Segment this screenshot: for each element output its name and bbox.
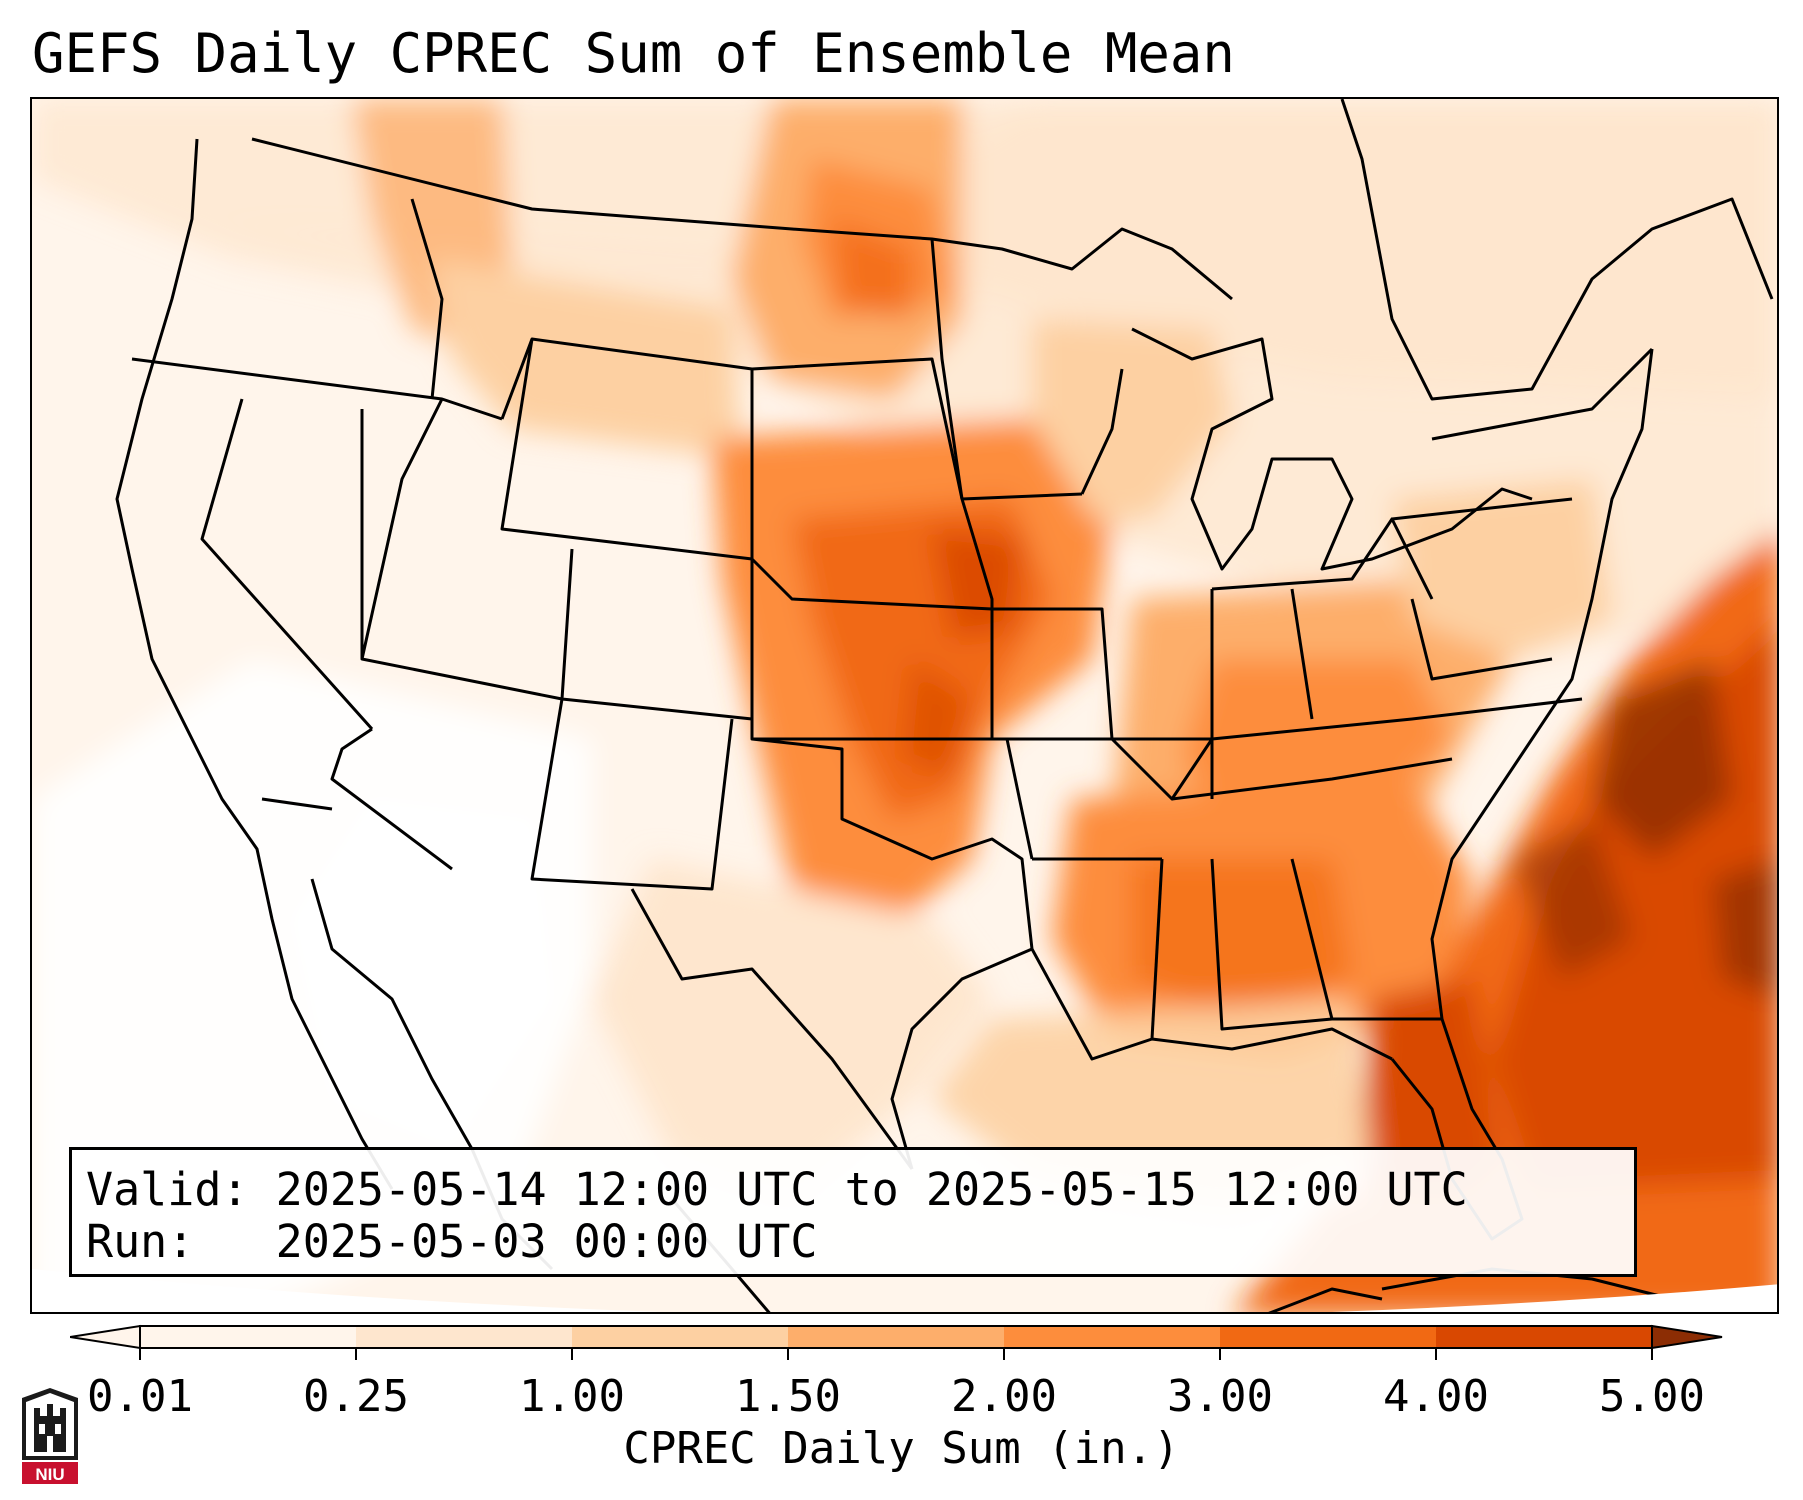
colorbar-tick-label: 3.00 (1167, 1371, 1273, 1422)
map-title: GEFS Daily CPREC Sum of Ensemble Mean (32, 22, 1235, 85)
precip-map: Valid: 2025-05-14 12:00 UTC to 2025-05-1… (30, 97, 1779, 1314)
map-svg (32, 99, 1777, 1312)
colorbar-label: CPREC Daily Sum (in.) (623, 1423, 1180, 1474)
colorbar (70, 1324, 1723, 1360)
colorbar-tick-label: 5.00 (1599, 1371, 1705, 1422)
us-canada-border (251, 137, 1233, 301)
niu-castle-icon: NIU (22, 1388, 78, 1484)
colorbar-tick-label: 1.50 (735, 1371, 841, 1422)
colorbar-extend-low (70, 1324, 141, 1350)
great-lakes (1131, 327, 1533, 571)
valid-time-line: Valid: 2025-05-14 12:00 UTC to 2025-05-1… (86, 1163, 1468, 1216)
colorbar-tick-label: 0.25 (303, 1371, 409, 1422)
logo-text: NIU (35, 1465, 64, 1484)
colorbar-tick-label: 1.00 (519, 1371, 625, 1422)
colorbar-tick-label: 2.00 (951, 1371, 1057, 1422)
colorbar-segment (572, 1326, 788, 1348)
colorbar-segment (1220, 1326, 1436, 1348)
run-time-line: Run: 2025-05-03 00:00 UTC (86, 1215, 818, 1268)
colorbar-tick-label: 0.01 (87, 1371, 193, 1422)
colorbar-segment (1004, 1326, 1220, 1348)
colorbar-extend-high (1651, 1324, 1723, 1350)
colorbar-tick-label: 4.00 (1383, 1371, 1489, 1422)
colorbar-segment (788, 1326, 1004, 1348)
colorbar-segments (70, 1324, 1723, 1350)
colorbar-ticks (139, 1348, 1653, 1360)
colorbar-segment (356, 1326, 572, 1348)
canada-east-border (1340, 99, 1774, 401)
colorbar-segment (140, 1326, 356, 1348)
southwest-dry-area (292, 799, 552, 1149)
colorbar-outline (139, 1325, 1653, 1349)
colorbar-segment (1436, 1326, 1652, 1348)
valid-info-box: Valid: 2025-05-14 12:00 UTC to 2025-05-1… (69, 1147, 1637, 1277)
west-coastline (115, 138, 394, 1190)
projection-edge (32, 1269, 1777, 1312)
political-borders (115, 99, 1777, 1312)
